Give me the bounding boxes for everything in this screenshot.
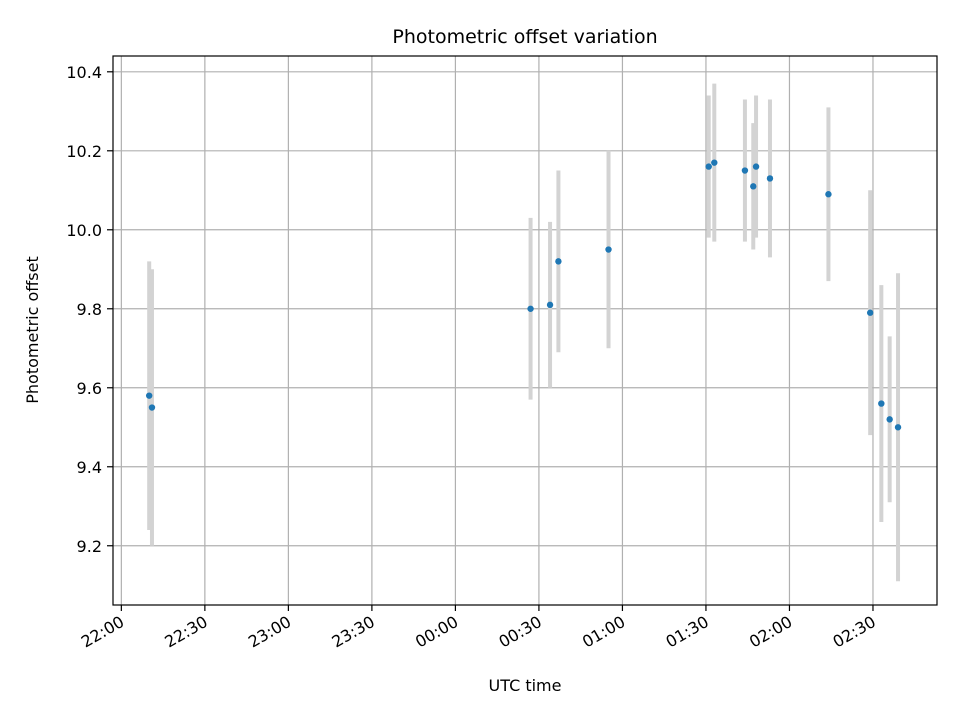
y-tick-label: 9.2 — [77, 537, 102, 556]
y-tick-label: 9.8 — [77, 300, 102, 319]
data-point — [741, 167, 749, 174]
data-point — [148, 404, 156, 411]
data-point — [546, 301, 554, 309]
data-point — [752, 163, 760, 170]
data-point — [886, 416, 893, 423]
y-tick-label: 10.4 — [66, 63, 102, 82]
data-point — [766, 175, 774, 182]
y-tick-label: 10.2 — [66, 142, 102, 161]
data-points — [145, 159, 902, 431]
data-point — [705, 163, 712, 170]
data-point — [527, 305, 534, 312]
data-point — [555, 258, 562, 265]
y-axis-ticks: 9.2 9.4 9.6 9.8 10.0 10.2 10.4 — [66, 63, 113, 556]
data-point — [866, 309, 874, 316]
data-point — [894, 424, 902, 431]
data-point — [145, 392, 153, 399]
grid — [113, 56, 937, 605]
data-point — [711, 159, 718, 166]
chart-title: Photometric offset variation — [392, 26, 657, 48]
data-point — [605, 246, 612, 253]
y-tick-label: 10.0 — [66, 221, 102, 240]
plot-frame — [112, 55, 938, 606]
x-axis-label: UTC time — [489, 676, 562, 695]
data-point — [825, 191, 832, 198]
data-point — [750, 183, 757, 190]
y-tick-label: 9.6 — [77, 379, 102, 398]
data-point — [878, 400, 885, 407]
y-axis-label: Photometric offset — [23, 256, 42, 404]
y-tick-label: 9.4 — [77, 458, 102, 477]
